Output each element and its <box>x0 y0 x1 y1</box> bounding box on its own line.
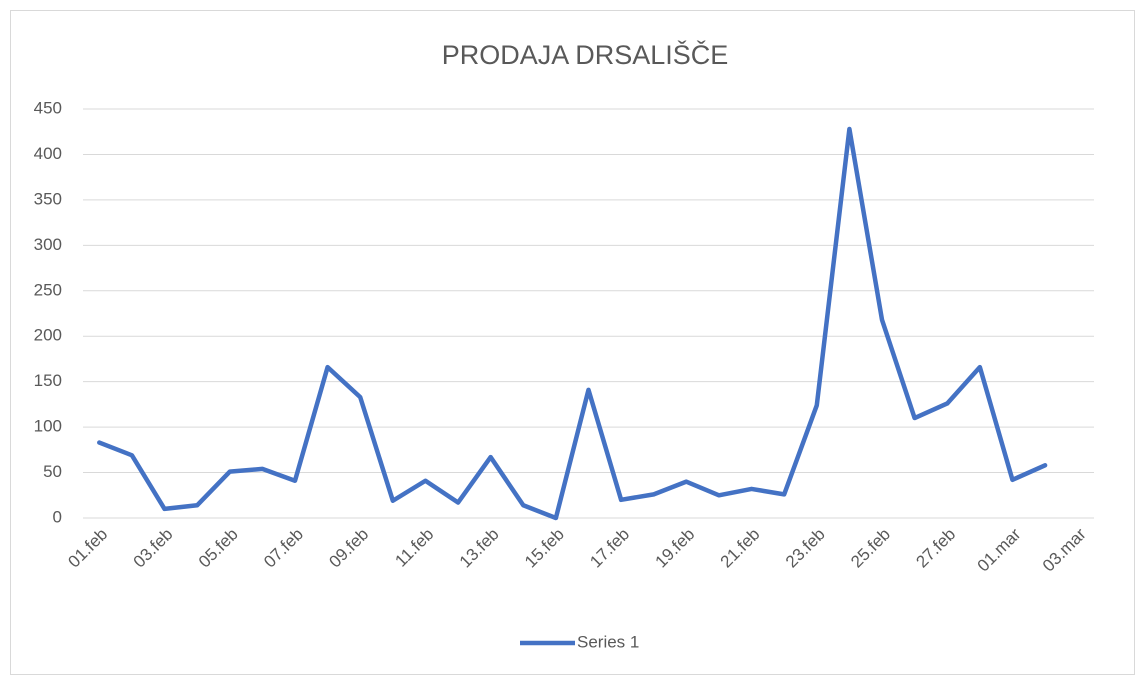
y-tick-label: 450 <box>34 98 62 117</box>
y-tick-label: 50 <box>43 462 62 481</box>
chart-title: PRODAJA DRSALIŠČE <box>442 39 729 70</box>
y-tick-label: 100 <box>34 417 62 436</box>
y-tick-label: 250 <box>34 280 62 299</box>
chart-border <box>10 10 1135 675</box>
y-tick-label: 300 <box>34 235 62 254</box>
line <box>97 126 1048 521</box>
y-tick-label: 0 <box>53 507 62 526</box>
y-tick-label: 200 <box>34 326 62 345</box>
y-tick-label: 400 <box>34 144 62 163</box>
y-tick-label: 350 <box>34 189 62 208</box>
y-tick-label: 150 <box>34 371 62 390</box>
legend-label: Series 1 <box>577 632 639 651</box>
